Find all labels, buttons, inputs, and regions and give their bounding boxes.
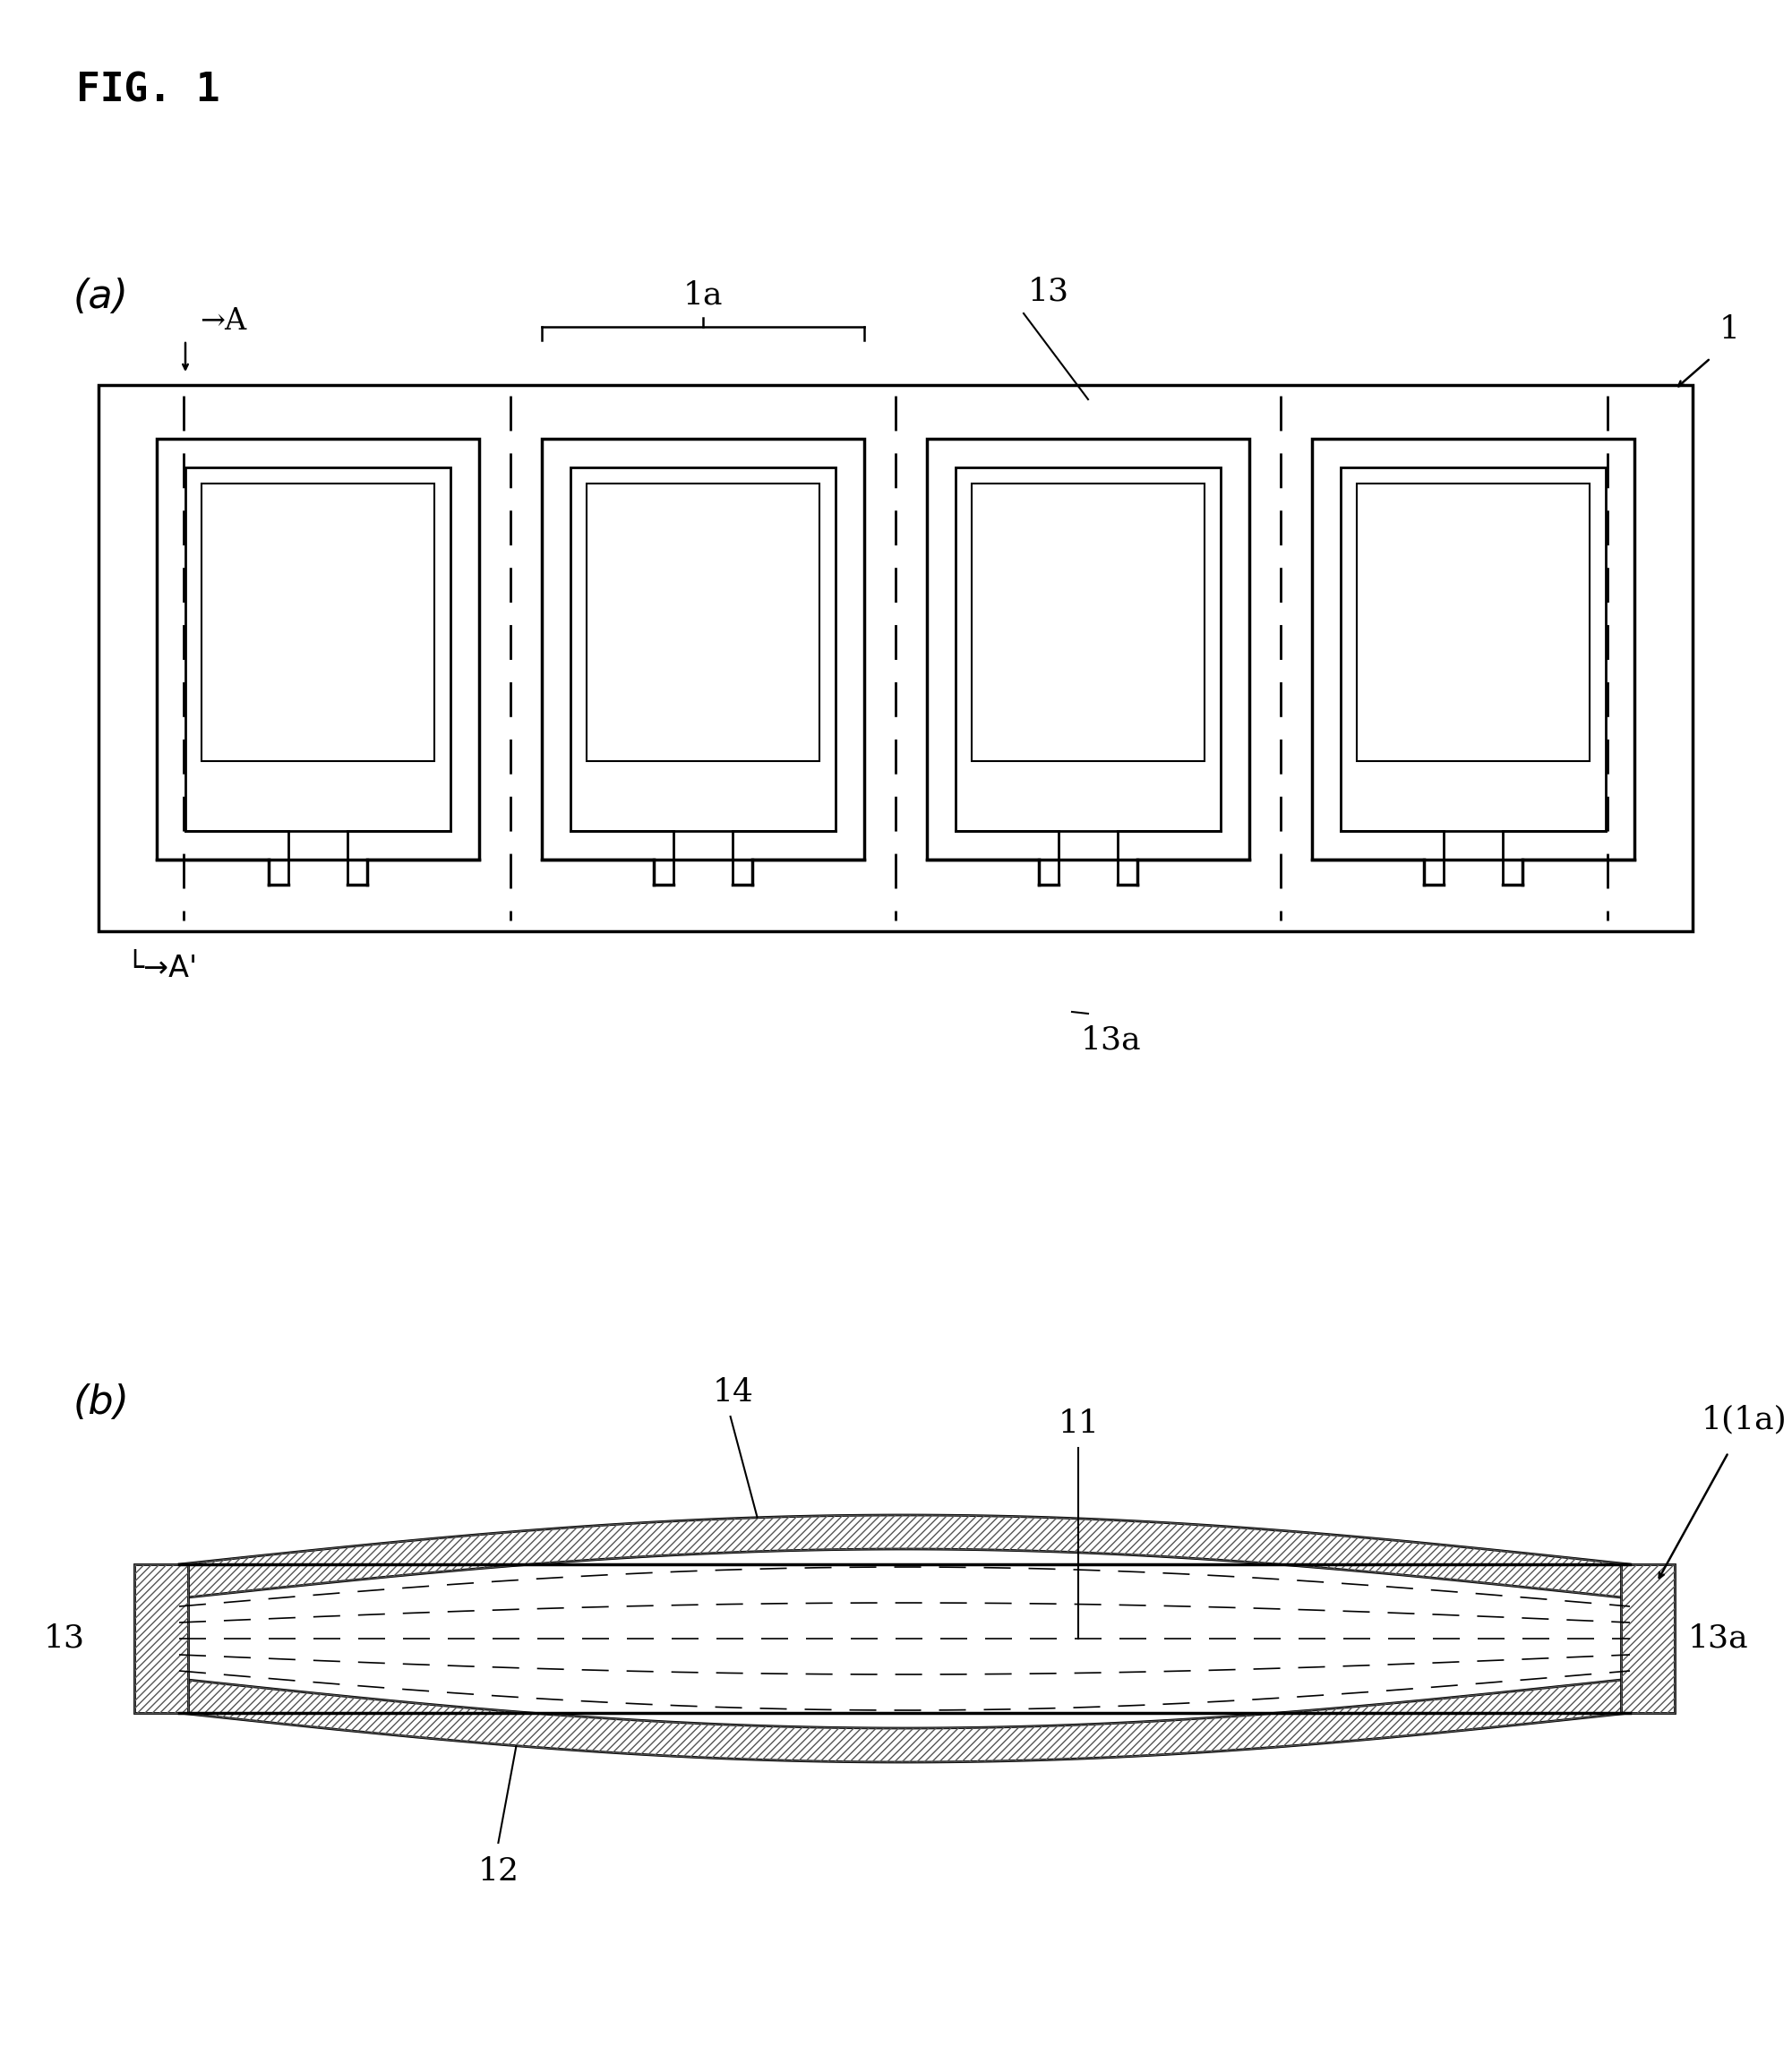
Text: (a): (a)	[73, 278, 129, 317]
Bar	[134, 1564, 188, 1714]
Bar	[99, 385, 1693, 930]
Bar	[201, 483, 434, 760]
Bar	[926, 439, 1249, 860]
Polygon shape	[179, 1515, 1631, 1598]
Bar	[586, 483, 819, 760]
Text: →A: →A	[199, 307, 247, 336]
Bar	[1622, 1564, 1676, 1714]
Text: 13a: 13a	[1688, 1622, 1749, 1653]
Text: 12: 12	[478, 1857, 520, 1888]
Bar	[1340, 468, 1606, 831]
Text: 11: 11	[1057, 1409, 1098, 1438]
Text: FIG. 1: FIG. 1	[75, 73, 220, 110]
Bar	[185, 468, 450, 831]
Bar	[570, 468, 835, 831]
Text: 13: 13	[43, 1622, 84, 1653]
Polygon shape	[179, 1678, 1631, 1761]
Bar	[971, 483, 1204, 760]
Text: 13a: 13a	[1081, 1026, 1142, 1057]
Bar	[541, 439, 864, 860]
Text: └→A': └→A'	[125, 953, 197, 984]
Text: (b): (b)	[73, 1384, 129, 1421]
Bar	[955, 468, 1220, 831]
Bar	[1312, 439, 1634, 860]
Bar	[156, 439, 478, 860]
Bar	[1622, 1564, 1676, 1714]
Text: 1: 1	[1720, 315, 1740, 344]
Text: 1(1a): 1(1a)	[1702, 1405, 1787, 1434]
Text: 13: 13	[1029, 276, 1070, 307]
Text: 14: 14	[713, 1378, 754, 1407]
Bar	[1357, 483, 1590, 760]
Bar	[134, 1564, 188, 1714]
Text: 1a: 1a	[683, 280, 722, 311]
